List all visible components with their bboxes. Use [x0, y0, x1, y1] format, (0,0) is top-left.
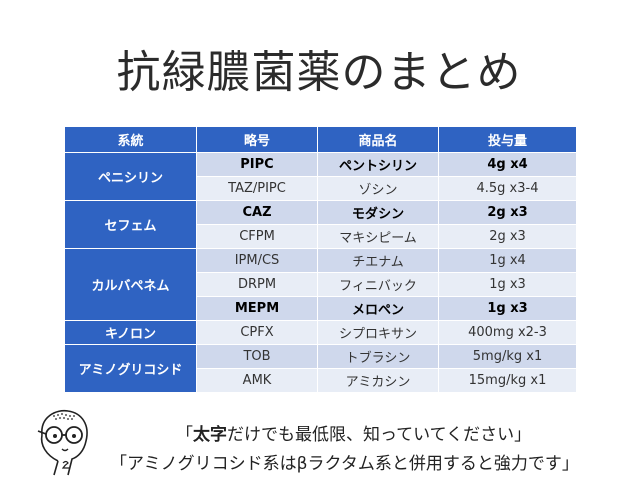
dose-cell: 4.5g x3-4 [438, 176, 577, 201]
product-name-cell: メロペン [317, 296, 439, 321]
note-rest: だけでも最低限、知っていてください」 [227, 425, 532, 445]
table-row: セフェム CAZ モダシン 2g x3 [64, 200, 577, 249]
product-name-cell: フィニバック [317, 272, 439, 297]
dose-cell: 1g x4 [438, 248, 577, 273]
abbreviation-cell: MEPM [196, 296, 318, 321]
table-row: CFPM マキシピーム 2g x3 [65, 224, 577, 249]
note-aminoglycoside: 「アミノグリコシド系はβラクタム系と併用すると強力です」 [110, 454, 579, 474]
header-product-name: 商品名 [317, 126, 439, 153]
drug-class-cell: ペニシリン [64, 152, 197, 201]
dose-cell: 15mg/kg x1 [438, 368, 577, 393]
dose-cell: 1g x3 [438, 272, 577, 297]
drug-class-cell: セフェム [64, 200, 197, 249]
header-class: 系統 [64, 126, 197, 153]
product-name-cell: ペントシリン [317, 152, 439, 177]
glasses-face-illustration [37, 409, 88, 476]
dose-cell: 1g x3 [438, 296, 577, 321]
table-row: AMK アミカシン 15mg/kg x1 [65, 368, 577, 393]
table-row: DRPM フィニバック 1g x3 [65, 272, 577, 297]
dose-cell: 4g x4 [438, 152, 577, 177]
abbreviation-cell: CPFX [196, 320, 318, 345]
table-row: アミノグリコシド TOB トブラシン 5mg/kg x1 [64, 344, 577, 393]
dose-cell: 2g x3 [438, 200, 577, 225]
abbreviation-cell: TAZ/PIPC [196, 176, 318, 201]
table-row: MEPM メロペン 1g x3 [65, 296, 577, 321]
drug-summary-table: 系統 略号 商品名 投与量 ペニシリン PIPC ペントシリン 4g x4 TAZ/PI… [64, 126, 577, 393]
table-row: カルバペネム IPM/CS チエナム 1g x4 [64, 248, 577, 321]
table-row: キノロン CPFX シプロキサン 400mg x2-3 [64, 320, 577, 345]
table-header-row: 系統 略号 商品名 投与量 [64, 126, 577, 153]
abbreviation-cell: CAZ [196, 200, 318, 225]
header-abbreviation: 略号 [196, 126, 318, 153]
product-name-cell: アミカシン [317, 368, 439, 393]
note-open-bracket: 「 [176, 425, 193, 445]
abbreviation-cell: TOB [196, 344, 318, 369]
note-bold-hint: 「太字だけでも最低限、知っていてください」 [176, 420, 531, 445]
product-name-cell: ゾシン [317, 176, 439, 201]
abbreviation-cell: DRPM [196, 272, 318, 297]
product-name-cell: マキシピーム [317, 224, 439, 249]
note-bold-word: 太字 [193, 425, 227, 445]
dose-cell: 2g x3 [438, 224, 577, 249]
table-row: TAZ/PIPC ゾシン 4.5g x3-4 [65, 176, 577, 201]
drug-class-cell: カルバペネム [64, 248, 197, 321]
abbreviation-cell: IPM/CS [196, 248, 318, 273]
abbreviation-cell: AMK [196, 368, 318, 393]
drug-class-cell: アミノグリコシド [64, 344, 197, 393]
dose-cell: 5mg/kg x1 [438, 344, 577, 369]
product-name-cell: トブラシン [317, 344, 439, 369]
product-name-cell: モダシン [317, 200, 439, 225]
drug-class-cell: キノロン [64, 320, 197, 345]
dose-cell: 400mg x2-3 [438, 320, 577, 345]
table-body: ペニシリン PIPC ペントシリン 4g x4 TAZ/PIPC ゾシン 4.5g x3-4… [64, 152, 577, 393]
product-name-cell: シプロキサン [317, 320, 439, 345]
abbreviation-cell: PIPC [196, 152, 318, 177]
abbreviation-cell: CFPM [196, 224, 318, 249]
table-row: ペニシリン PIPC ペントシリン 4g x4 [64, 152, 577, 201]
product-name-cell: チエナム [317, 248, 439, 273]
header-dose: 投与量 [438, 126, 577, 153]
slide-title: 抗緑膿菌薬のまとめ [116, 47, 522, 98]
